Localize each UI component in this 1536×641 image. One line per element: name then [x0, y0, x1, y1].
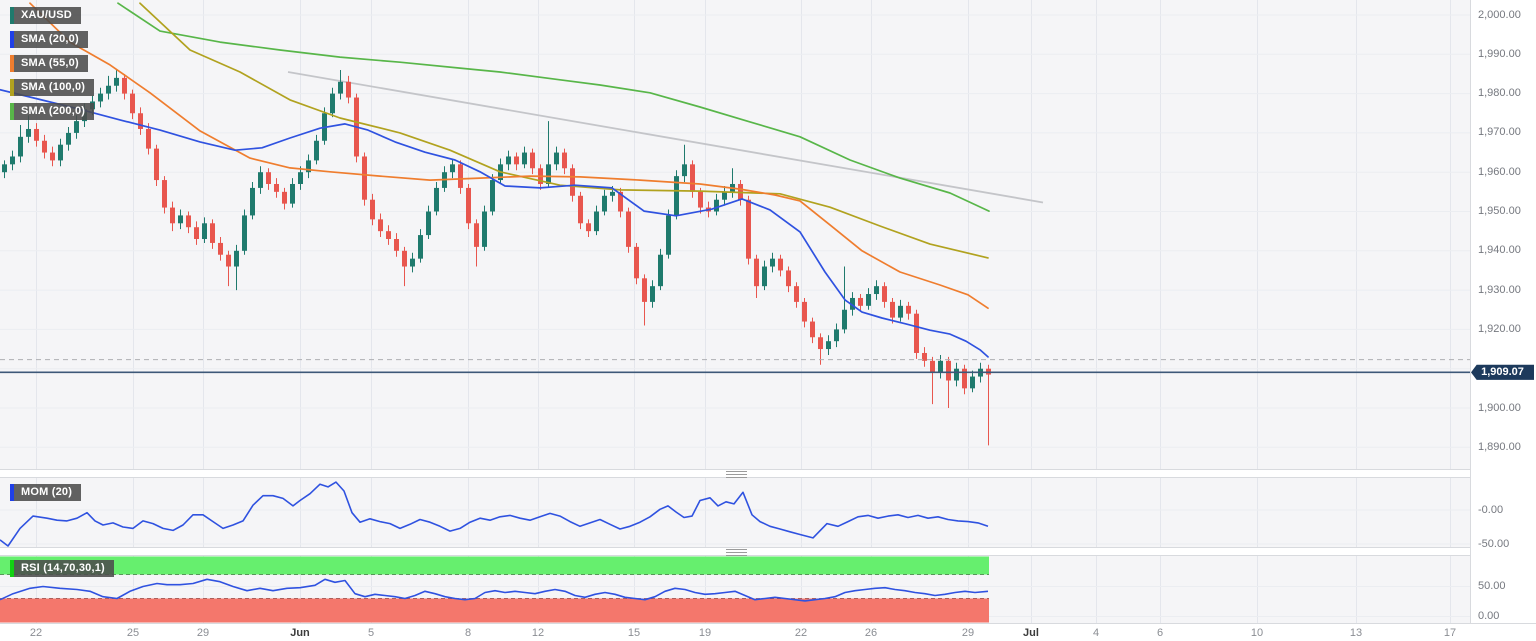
legend-sma20-label: SMA (20,0) [14, 31, 88, 48]
rsi-axis-label: 0.00 [1478, 610, 1500, 622]
time-axis-label: 10 [1250, 627, 1264, 639]
legend-sma200[interactable]: SMA (200,0) [10, 103, 95, 120]
time-axis-label: 6 [1156, 627, 1164, 639]
legend-color-bar [10, 560, 14, 577]
legend-color-bar [10, 103, 14, 120]
legend-sma20[interactable]: SMA (20,0) [10, 31, 88, 48]
legend-color-bar [10, 55, 14, 72]
price-axis-label: 1,900.00 [1478, 401, 1521, 414]
price-axis-label: 1,950.00 [1478, 205, 1521, 217]
time-axis-label: 19 [698, 627, 712, 639]
sma100-line[interactable] [139, 2, 989, 259]
legend-color-bar [10, 31, 14, 48]
sma200-line[interactable] [117, 2, 990, 212]
legend-symbol[interactable]: XAU/USD [10, 7, 81, 24]
legend-symbol-label: XAU/USD [14, 7, 81, 24]
time-axis-label: Jul [1023, 627, 1039, 639]
time-axis-label: 22 [794, 627, 808, 639]
time-axis-label: 13 [1349, 627, 1363, 639]
rsi-axis-label: 50.00 [1478, 580, 1506, 592]
time-axis-label: 15 [627, 627, 641, 639]
mom-line [0, 481, 989, 547]
rsi-oversold-band [0, 598, 989, 623]
legend-mom[interactable]: MOM (20) [10, 484, 82, 501]
legend-sma100-label: SMA (100,0) [14, 79, 95, 96]
price-axis-label: 2,000.00 [1478, 8, 1521, 21]
price-axis-label: 1,980.00 [1478, 87, 1521, 100]
price-axis-label: 1,920.00 [1478, 322, 1521, 335]
legend-mom-label: MOM (20) [14, 484, 82, 501]
price-axis-label: 1,930.00 [1478, 283, 1521, 296]
time-axis-label: 12 [531, 627, 545, 639]
price-axis-label: 1,990.00 [1478, 47, 1521, 60]
legend-rsi-label: RSI (14,70,30,1) [14, 560, 114, 577]
trendline[interactable] [287, 71, 1044, 204]
mom-axis-label: -0.00 [1478, 503, 1504, 516]
legend-sma200-label: SMA (200,0) [14, 103, 95, 120]
legend-sma100[interactable]: SMA (100,0) [10, 79, 95, 96]
time-axis-label: 17 [1443, 627, 1457, 639]
price-axis-label: 1,890.00 [1478, 440, 1521, 453]
time-axis-label: 26 [864, 627, 878, 639]
time-axis-label: Jun [290, 627, 310, 639]
time-axis-label: 29 [961, 627, 975, 639]
legend-rsi[interactable]: RSI (14,70,30,1) [10, 560, 114, 577]
time-axis-label: 22 [29, 627, 43, 639]
mom-axis-label: -50.00 [1478, 537, 1510, 550]
time-axis-label: 8 [464, 627, 472, 639]
legend-sma55-label: SMA (55,0) [14, 55, 88, 72]
time-axis-label: 29 [196, 627, 210, 639]
price-axis-label: 1,940.00 [1478, 244, 1521, 257]
rsi-line [0, 578, 989, 602]
legend-color-bar [10, 484, 14, 501]
pane-resize-handle-mom[interactable] [726, 471, 747, 478]
pane-resize-handle-rsi[interactable] [726, 549, 747, 556]
time-axis-label: 25 [126, 627, 140, 639]
price-axis-label: 1,970.00 [1478, 126, 1521, 139]
sma20-line[interactable] [0, 88, 989, 358]
time-axis-label: 4 [1092, 627, 1100, 639]
current-price-badge: 1,909.07 [1471, 364, 1534, 380]
legend-sma55[interactable]: SMA (55,0) [10, 55, 88, 72]
price-axis-label: 1,960.00 [1478, 165, 1521, 178]
sma-overlays [0, 2, 990, 358]
rsi-overbought-band [0, 556, 989, 575]
sma55-line[interactable] [29, 2, 989, 310]
time-axis-label: 5 [367, 627, 375, 639]
legend-color-bar [10, 7, 14, 24]
legend-color-bar [10, 79, 14, 96]
